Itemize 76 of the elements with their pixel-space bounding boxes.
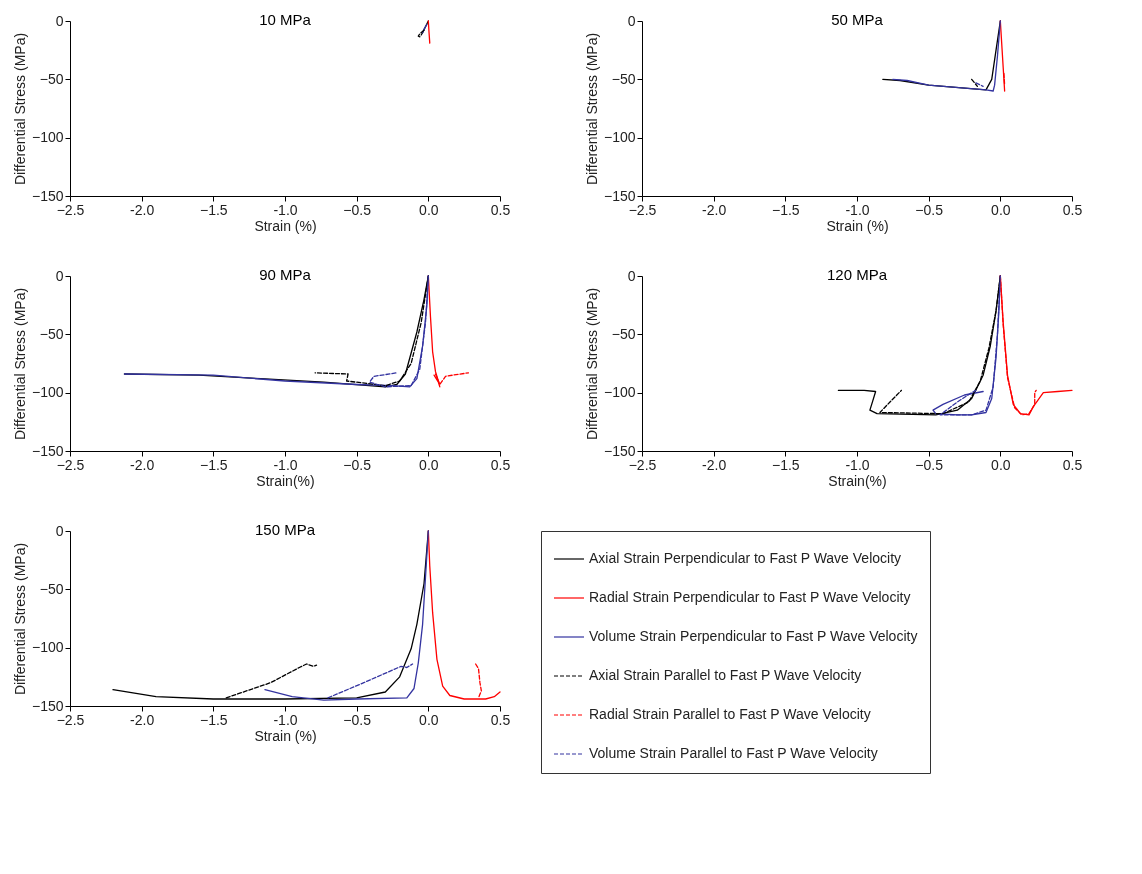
x-tick-label: −0.5 (915, 456, 944, 473)
x-tick-label: −1.5 (772, 201, 800, 218)
x-tick-label: −2.5 (628, 456, 657, 473)
x-tick-label: -1.0 (845, 201, 870, 218)
x-tick-label: 0.5 (490, 456, 511, 473)
y-tick-label: −50 (611, 325, 636, 342)
x-tick-label: −0.5 (343, 201, 372, 218)
y-tick-label: 0 (55, 12, 64, 29)
legend-label: Volume Strain Perpendicular to Fast P Wave Velocity (589, 628, 918, 644)
chart-title: 50 MPa (831, 11, 884, 28)
x-tick-label: −0.5 (915, 201, 944, 218)
y-tick-label: −50 (611, 70, 636, 87)
x-tick-label: 0.5 (490, 201, 511, 218)
x-tick-label: −1.5 (200, 201, 228, 218)
x-tick-label: 0.5 (1062, 456, 1083, 473)
x-tick-label: -1.0 (273, 711, 298, 728)
x-tick-label: −2.5 (56, 201, 85, 218)
x-tick-label: −0.5 (343, 456, 372, 473)
y-tick-label: −150 (31, 442, 64, 459)
x-tick-label: −1.5 (200, 711, 228, 728)
legend-label: Radial Strain Perpendicular to Fast P Wave Velocity (589, 589, 911, 605)
y-tick-label: 0 (627, 12, 636, 29)
y-tick-label: 0 (55, 522, 64, 539)
y-tick-label: 0 (55, 267, 64, 284)
y-tick-label: 0 (627, 267, 636, 284)
x-tick-label: −2.5 (56, 711, 85, 728)
legend-label: Axial Strain Perpendicular to Fast P Wave Velocity (589, 550, 902, 566)
y-tick-label: −150 (31, 187, 64, 204)
x-tick-label: -2.0 (130, 456, 155, 473)
y-axis-title: Differential Stress (MPa) (11, 32, 28, 186)
x-tick-label: 0.5 (1062, 201, 1083, 218)
x-axis-title: Strain (%) (254, 217, 317, 234)
x-axis-title: Strain(%) (828, 472, 887, 489)
chart-title: 120 MPa (826, 266, 888, 283)
y-tick-label: −100 (603, 384, 636, 401)
x-axis-title: Strain (%) (254, 727, 317, 744)
y-axis-title: Differential Stress (MPa) (11, 542, 28, 696)
y-tick-label: −100 (31, 384, 64, 401)
x-tick-label: 0.0 (991, 456, 1011, 473)
y-tick-label: −50 (39, 70, 64, 87)
y-tick-label: −100 (31, 639, 64, 656)
chart-title: 150 MPa (254, 521, 316, 538)
chart-title: 10 MPa (259, 11, 312, 28)
x-axis-title: Strain (%) (826, 217, 889, 234)
legend-label: Radial Strain Parallel to Fast P Wave Velocity (589, 706, 871, 722)
y-tick-label: −100 (603, 129, 636, 146)
x-tick-label: 0.0 (991, 201, 1011, 218)
y-axis-title: Differential Stress (MPa) (583, 287, 600, 441)
x-tick-label: -2.0 (702, 456, 727, 473)
x-tick-label: -2.0 (130, 201, 155, 218)
x-tick-label: -1.0 (273, 456, 298, 473)
legend-label: Volume Strain Parallel to Fast P Wave Velocity (589, 745, 878, 761)
x-tick-label: 0.0 (419, 456, 439, 473)
y-tick-label: −150 (31, 697, 64, 714)
x-tick-label: -1.0 (845, 456, 870, 473)
x-tick-label: −2.5 (628, 201, 657, 218)
legend-label: Axial Strain Parallel to Fast P Wave Velocity (589, 667, 862, 683)
x-tick-label: -2.0 (702, 201, 727, 218)
y-tick-label: −150 (603, 187, 636, 204)
x-tick-label: −2.5 (56, 456, 85, 473)
x-tick-label: 0.0 (419, 201, 439, 218)
x-tick-label: −1.5 (772, 456, 800, 473)
x-tick-label: 0.5 (490, 711, 511, 728)
y-axis-title: Differential Stress (MPa) (583, 32, 600, 186)
x-tick-label: -1.0 (273, 201, 298, 218)
x-tick-label: −0.5 (343, 711, 372, 728)
y-tick-label: −150 (603, 442, 636, 459)
y-tick-label: −50 (39, 325, 64, 342)
x-tick-label: 0.0 (419, 711, 439, 728)
x-tick-label: −1.5 (200, 456, 228, 473)
y-tick-label: −100 (31, 129, 64, 146)
chart-title: 90 MPa (259, 266, 312, 283)
x-axis-title: Strain(%) (256, 472, 315, 489)
y-axis-title: Differential Stress (MPa) (11, 287, 28, 441)
y-tick-label: −50 (39, 580, 64, 597)
x-tick-label: -2.0 (130, 711, 155, 728)
